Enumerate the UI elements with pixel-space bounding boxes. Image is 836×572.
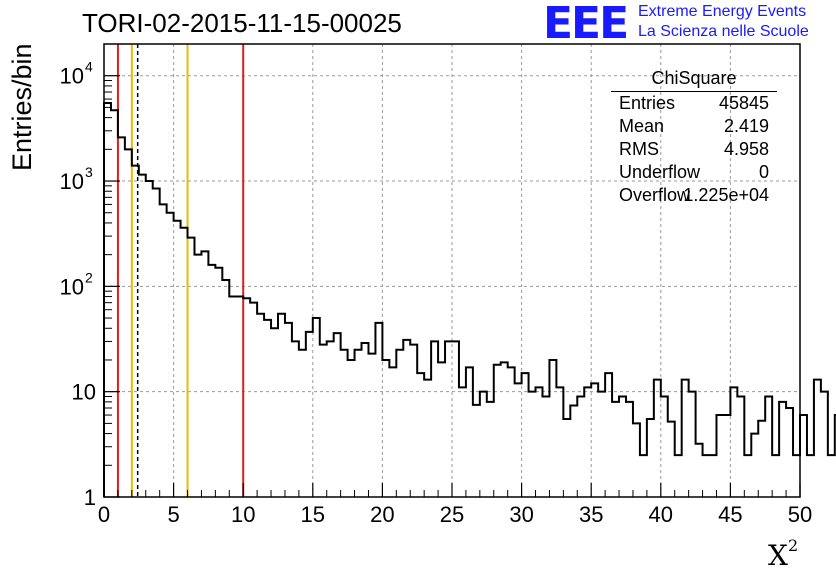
x-tick-label: 45 bbox=[718, 502, 742, 527]
logo-caption: Extreme Energy Events La Scienza nelle S… bbox=[638, 2, 809, 42]
y-tick-label: 10 bbox=[60, 274, 84, 299]
stats-box-title: ChiSquare bbox=[651, 68, 737, 88]
x-tick-label: 20 bbox=[370, 502, 394, 527]
x-ticks: 0 5 10 15 20 25 30 35 40 45 50 bbox=[98, 483, 812, 527]
x-axis-label: X2 bbox=[768, 536, 798, 572]
y-tick-exponent: 4 bbox=[85, 59, 93, 75]
chart-title: TORI-02-2015-11-15-00025 bbox=[82, 8, 402, 38]
y-tick-label: 10 bbox=[60, 169, 84, 194]
stats-row-rms: RMS 4.958 bbox=[619, 139, 769, 161]
stats-key: Overflow bbox=[619, 185, 691, 205]
x-tick-label: 40 bbox=[649, 502, 673, 527]
x-axis-label-base: X bbox=[768, 539, 788, 572]
stats-value: 0 bbox=[758, 162, 769, 182]
logo-caption-line1: Extreme Energy Events bbox=[638, 3, 807, 20]
y-axis-label: Entries/bin bbox=[7, 43, 37, 171]
stats-row-overflow: Overflow 1.225e+04 bbox=[619, 185, 769, 207]
x-tick-label: 35 bbox=[579, 502, 603, 527]
stats-box-divider bbox=[611, 91, 777, 92]
x-axis-label-exponent: 2 bbox=[787, 536, 799, 555]
x-tick-label: 25 bbox=[440, 502, 464, 527]
stats-row-underflow: Underflow 0 bbox=[619, 162, 769, 184]
y-tick-exponent: 3 bbox=[85, 164, 93, 180]
stats-key: Underflow bbox=[619, 162, 701, 182]
stats-key: RMS bbox=[619, 139, 659, 159]
stats-key: Entries bbox=[619, 93, 676, 113]
x-tick-label: 30 bbox=[509, 502, 533, 527]
stats-box: ChiSquare Entries 45845 Mean 2.419 RMS 4… bbox=[611, 66, 777, 208]
x-tick-label: 5 bbox=[167, 502, 179, 527]
stats-row-mean: Mean 2.419 bbox=[619, 116, 769, 138]
histogram-series bbox=[103, 102, 836, 497]
x-tick-label: 15 bbox=[301, 502, 325, 527]
x-tick-label: 10 bbox=[231, 502, 255, 527]
stats-value: 45845 bbox=[718, 93, 769, 113]
y-tick-exponent: 2 bbox=[85, 269, 93, 285]
logo-caption-line2: La Scienza nelle Scuole bbox=[638, 23, 809, 40]
x-tick-label: 50 bbox=[788, 502, 812, 527]
stats-value: 2.419 bbox=[723, 116, 769, 136]
stats-value: 4.958 bbox=[723, 139, 769, 159]
stats-row-entries: Entries 45845 bbox=[619, 93, 769, 115]
cut-lines bbox=[116, 44, 245, 497]
eee-logo: EEE bbox=[543, 0, 629, 49]
y-tick-label: 10 bbox=[72, 380, 96, 405]
x-tick-label: 0 bbox=[98, 502, 110, 527]
y-tick-label: 1 bbox=[84, 485, 96, 510]
grid-lines bbox=[104, 44, 800, 497]
y-tick-label: 10 bbox=[60, 64, 84, 89]
stats-value: 1.225e+04 bbox=[683, 185, 769, 205]
stats-key: Mean bbox=[619, 116, 665, 136]
